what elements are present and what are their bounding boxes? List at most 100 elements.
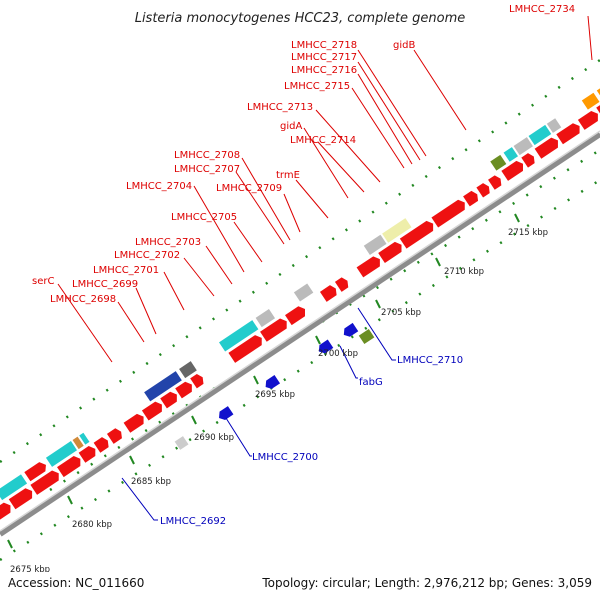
gene-block xyxy=(219,320,259,352)
gene-block xyxy=(79,432,90,445)
gene-arrow xyxy=(228,335,262,363)
gene-block xyxy=(513,137,533,156)
leader-line xyxy=(241,157,291,241)
leader-line xyxy=(357,307,396,361)
scale-tick-label: 2685 kbp xyxy=(131,477,171,487)
gene-arrow xyxy=(463,190,479,207)
gene-arrow xyxy=(141,401,162,421)
gene-arrow xyxy=(534,137,558,159)
gene-block xyxy=(382,218,412,243)
scale-tick-mark xyxy=(253,375,259,385)
leader-line xyxy=(205,245,233,285)
gene-arrow xyxy=(175,381,192,399)
scale-tick-mark xyxy=(375,299,381,309)
scale-tick-mark xyxy=(7,539,13,549)
scale-tick-mark xyxy=(129,455,135,465)
reverse-labels: LMHCC_2710 fabG LMHCC_2700 LMHCC_2692 xyxy=(121,307,463,527)
reverse-gene-track xyxy=(174,322,375,450)
scale-tick-label: 2715 kbp xyxy=(508,228,548,238)
leader-line xyxy=(121,477,158,521)
gene-label: LMHCC_2734 xyxy=(509,4,575,15)
leader-line xyxy=(295,179,329,219)
leader-line xyxy=(315,109,381,183)
gene-label: LMHCC_2707 xyxy=(174,164,240,175)
scale-tick-mark xyxy=(315,335,321,345)
gene-arrow xyxy=(399,220,434,249)
gene-label: gidB xyxy=(393,40,415,51)
footer-band xyxy=(0,572,600,600)
gene-block xyxy=(45,441,78,467)
leader-line xyxy=(183,257,215,297)
gene-label: serC xyxy=(32,276,54,287)
gene-block xyxy=(490,154,507,171)
leader-line xyxy=(351,87,405,169)
gene-arrow xyxy=(160,391,177,409)
map-title: Listeria monocytogenes HCC23, complete g… xyxy=(135,11,466,26)
gene-block xyxy=(503,147,518,162)
gene-arrow xyxy=(476,183,490,198)
gene-arrow xyxy=(431,199,465,228)
gene-arrow xyxy=(319,285,337,302)
gene-label: LMHCC_2702 xyxy=(114,250,180,261)
leader-line xyxy=(117,301,145,343)
scale-tick-label: 2675 kbp xyxy=(10,565,50,575)
leader-line xyxy=(357,73,413,165)
leader-line xyxy=(339,345,358,379)
gene-label: LMHCC_2717 xyxy=(291,52,357,63)
gene-label: LMHCC_2713 xyxy=(247,102,313,113)
reverse-gene-arrow xyxy=(219,406,234,420)
scale-tick-label: 2705 kbp xyxy=(381,308,421,318)
gene-arrow xyxy=(24,462,46,482)
gene-arrow xyxy=(521,153,535,168)
reverse-gene-block xyxy=(174,436,189,450)
gene-arrow xyxy=(488,175,502,190)
scale-tick-label: 2710 kbp xyxy=(444,267,484,277)
gene-arrow xyxy=(260,318,287,342)
gene-arrow xyxy=(577,111,598,130)
leader-line xyxy=(303,127,349,199)
genome-summary-text: Topology: circular; Length: 2,976,212 bp… xyxy=(261,576,592,590)
gene-arrow xyxy=(190,373,204,389)
forward-gene-track xyxy=(0,82,600,524)
gene-arrow xyxy=(378,241,402,263)
gene-label: LMHCC_2708 xyxy=(174,150,240,161)
gene-arrow xyxy=(123,413,144,433)
gene-block xyxy=(581,92,600,110)
leader-line xyxy=(283,193,301,233)
scale-tick-mark xyxy=(435,257,441,267)
gene-arrow xyxy=(93,437,109,453)
leader-line xyxy=(357,61,421,161)
genome-backbone xyxy=(0,131,600,537)
gene-label: LMHCC_2709 xyxy=(216,183,282,194)
gene-label: LMHCC_2718 xyxy=(291,40,357,51)
scale-tick-mark xyxy=(514,213,520,223)
gene-block xyxy=(144,371,182,402)
accession-text: Accession: NC_011660 xyxy=(8,576,144,590)
leader-line xyxy=(193,185,245,273)
leader-line xyxy=(317,141,365,193)
scale-ticks: 2715 kbp 2710 kbp 2705 kbp 2700 kbp 2695… xyxy=(7,213,548,575)
gene-block xyxy=(72,436,84,450)
gene-arrow xyxy=(8,488,33,510)
leader-line xyxy=(225,417,252,457)
gene-label: LMHCC_2700 xyxy=(252,452,318,463)
scale-tick-label: 2690 kbp xyxy=(194,433,234,443)
gene-label: gidA xyxy=(280,121,302,132)
reverse-gene-arrow xyxy=(265,375,281,389)
scale-tick-label: 2680 kbp xyxy=(72,520,112,530)
scale-tick-mark xyxy=(191,415,197,425)
gene-label: LMHCC_2715 xyxy=(284,81,350,92)
gene-block xyxy=(528,124,552,146)
gene-arrow xyxy=(78,446,96,463)
gene-block xyxy=(255,309,276,328)
gene-block xyxy=(0,474,28,501)
gene-arrow xyxy=(30,470,59,495)
genome-backbone-highlight xyxy=(0,130,600,532)
gene-label: fabG xyxy=(359,377,383,388)
leader-line xyxy=(135,287,157,335)
gene-arrow xyxy=(334,277,349,292)
leader-line xyxy=(235,171,285,245)
scale-tick-label: 2700 kbp xyxy=(318,349,358,359)
gene-label: LMHCC_2704 xyxy=(126,181,192,192)
